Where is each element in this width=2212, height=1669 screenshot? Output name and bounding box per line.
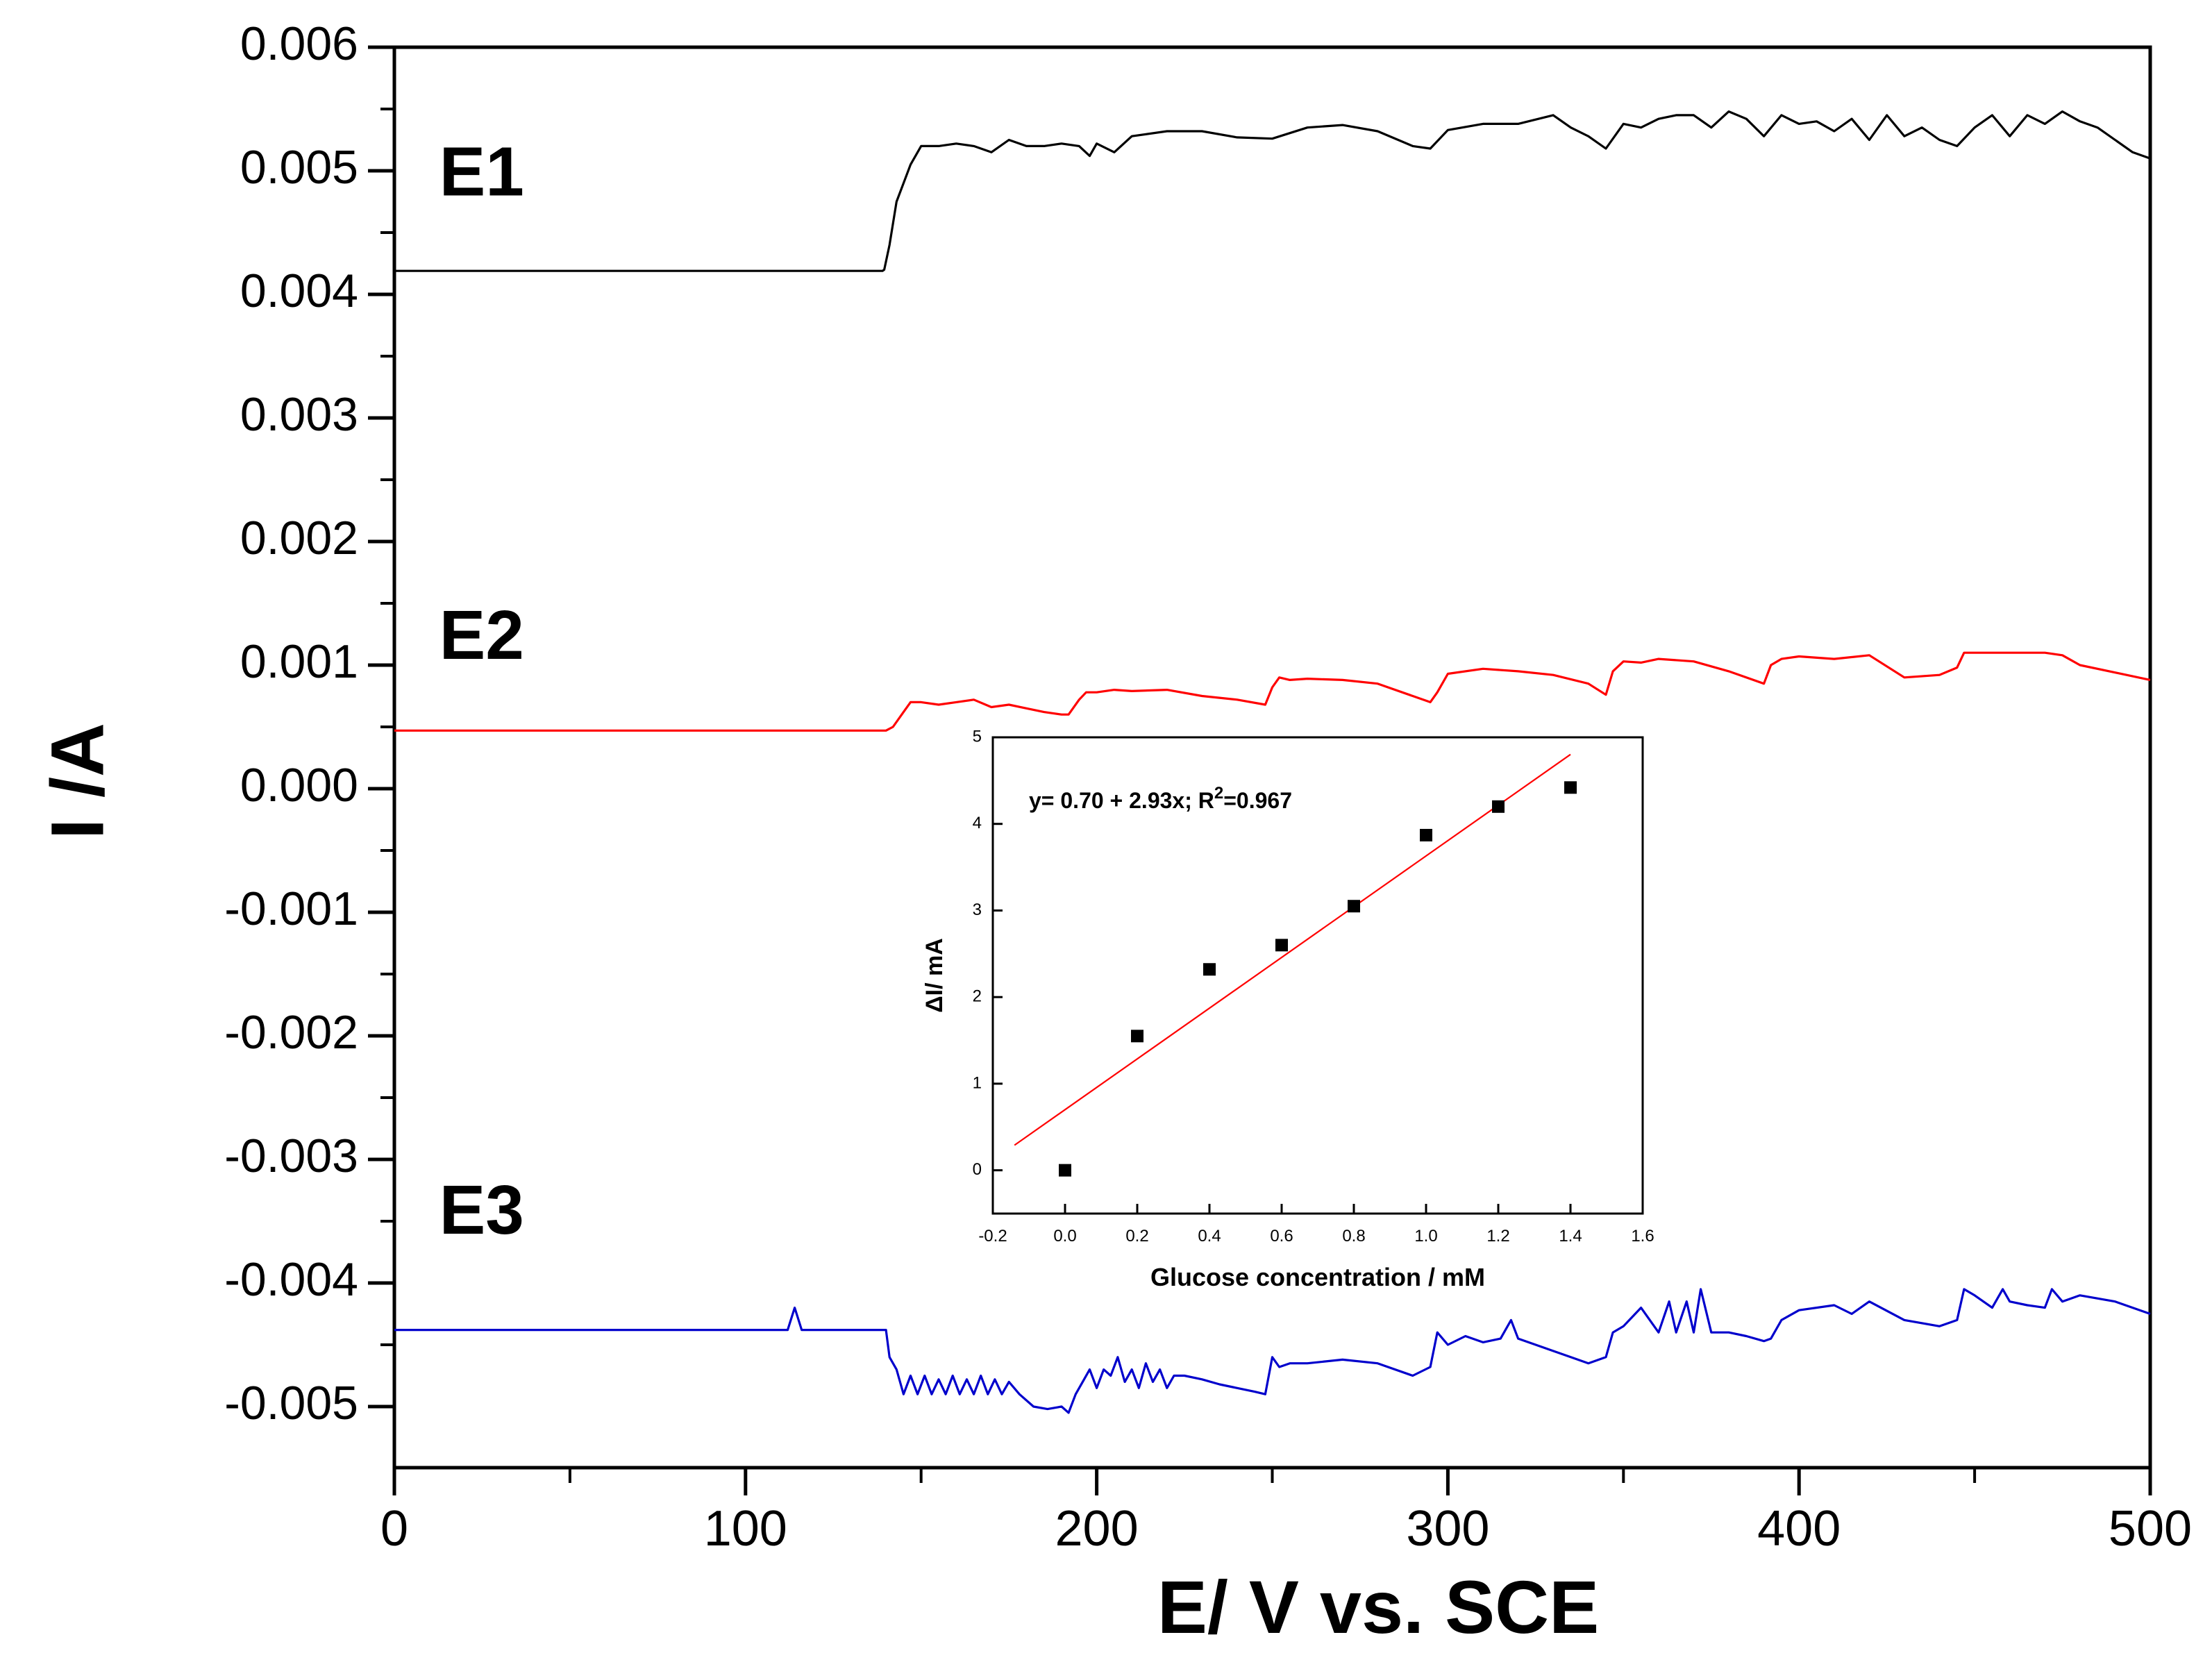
fit-equation-prefix: y= 0.70 + 2.93x; R — [1029, 788, 1214, 813]
series-line-e1 — [394, 110, 2151, 272]
main-x-tick-label: 200 — [1055, 1501, 1139, 1557]
main-y-tick-label: -0.004 — [224, 1253, 358, 1306]
main-y-axis-title: I /A — [35, 723, 119, 839]
inset-x-tick-label: 0.4 — [1198, 1227, 1221, 1246]
main-x-tick-label: 0 — [380, 1501, 408, 1557]
main-y-tick-label: -0.001 — [224, 882, 358, 935]
data-point-marker — [1348, 900, 1360, 913]
main-y-tick-label: 0.004 — [240, 265, 358, 317]
fit-equation-annotation: y= 0.70 + 2.93x; R2=0.967 — [1029, 784, 1292, 813]
inset-y-tick-label: 5 — [973, 727, 982, 746]
main-y-tick-label: -0.002 — [224, 1006, 358, 1059]
main-series-group: E1 E2 E3 — [394, 110, 2151, 1414]
main-x-tick-label: 400 — [1757, 1501, 1841, 1557]
data-point-marker — [1420, 828, 1432, 841]
series-line-e3 — [394, 1288, 2151, 1414]
inset-y-axis: 0 1 2 3 4 5 — [973, 727, 1003, 1179]
main-y-tick-label: 0.002 — [240, 512, 358, 564]
main-y-tick-label: 0.003 — [240, 388, 358, 441]
series-label-e2: E2 — [439, 596, 524, 674]
inset-y-axis-title: ΔI/ mA — [921, 938, 948, 1013]
inset-x-tick-label: 1.6 — [1631, 1227, 1654, 1246]
main-x-axis: 0 100 200 300 400 500 — [380, 1468, 2192, 1557]
inset-x-tick-label: 1.2 — [1486, 1227, 1509, 1246]
inset-y-tick-label: 4 — [973, 814, 982, 832]
main-x-axis-title: E/ V vs. SCE — [1157, 1565, 1599, 1649]
main-x-tick-label: 100 — [704, 1501, 787, 1557]
inset-y-tick-label: 3 — [973, 900, 982, 919]
inset-chart: 0 1 2 3 4 5 -0.2 0.0 0.2 0.4 0.6 0.8 1.0 1.2 1.4 1.6 Δ… — [921, 727, 1654, 1291]
main-x-tick-label: 300 — [1406, 1501, 1489, 1557]
main-y-tick-label: 0.000 — [240, 759, 358, 812]
data-point-marker — [1492, 800, 1505, 813]
inset-points-group — [1059, 781, 1577, 1177]
inset-y-tick-label: 1 — [973, 1073, 982, 1092]
main-y-tick-label: 0.005 — [240, 141, 358, 194]
main-y-tick-label: 0.001 — [240, 635, 358, 688]
inset-y-tick-label: 0 — [973, 1160, 982, 1179]
inset-x-tick-label: 0.8 — [1342, 1227, 1365, 1246]
inset-y-tick-label: 2 — [973, 987, 982, 1006]
inset-x-tick-label: 1.0 — [1414, 1227, 1437, 1246]
data-point-marker — [1203, 963, 1216, 976]
main-y-tick-label: -0.003 — [224, 1130, 358, 1182]
fit-equation-superscript: 2 — [1214, 784, 1223, 803]
inset-x-tick-label: 1.4 — [1559, 1227, 1582, 1246]
data-point-marker — [1131, 1030, 1143, 1043]
data-point-marker — [1059, 1164, 1071, 1177]
series-label-e1: E1 — [439, 133, 524, 211]
inset-fit-group — [1014, 753, 1571, 1146]
fit-equation-suffix: =0.967 — [1223, 788, 1292, 813]
inset-x-tick-label: 0.2 — [1125, 1227, 1148, 1246]
inset-x-axis: -0.2 0.0 0.2 0.4 0.6 0.8 1.0 1.2 1.4 1.6 — [978, 1204, 1654, 1246]
main-x-tick-label: 500 — [2109, 1501, 2192, 1557]
main-y-tick-label: 0.006 — [240, 17, 358, 70]
series-line-e2 — [394, 651, 2151, 732]
inset-plot-frame — [991, 736, 1644, 1215]
inset-x-tick-label: -0.2 — [978, 1227, 1007, 1246]
main-y-axis: 0.006 0.005 0.004 0.003 0.002 0.001 0.000 -0.00… — [224, 17, 394, 1429]
data-point-marker — [1275, 939, 1288, 952]
data-point-marker — [1564, 781, 1577, 794]
main-y-tick-label: -0.005 — [224, 1377, 358, 1429]
linear-fit-line — [1014, 753, 1571, 1146]
inset-x-axis-title: Glucose concentration / mM — [1150, 1263, 1485, 1291]
series-label-e3: E3 — [439, 1171, 524, 1249]
inset-x-tick-label: 0.0 — [1053, 1227, 1076, 1246]
inset-x-tick-label: 0.6 — [1270, 1227, 1293, 1246]
